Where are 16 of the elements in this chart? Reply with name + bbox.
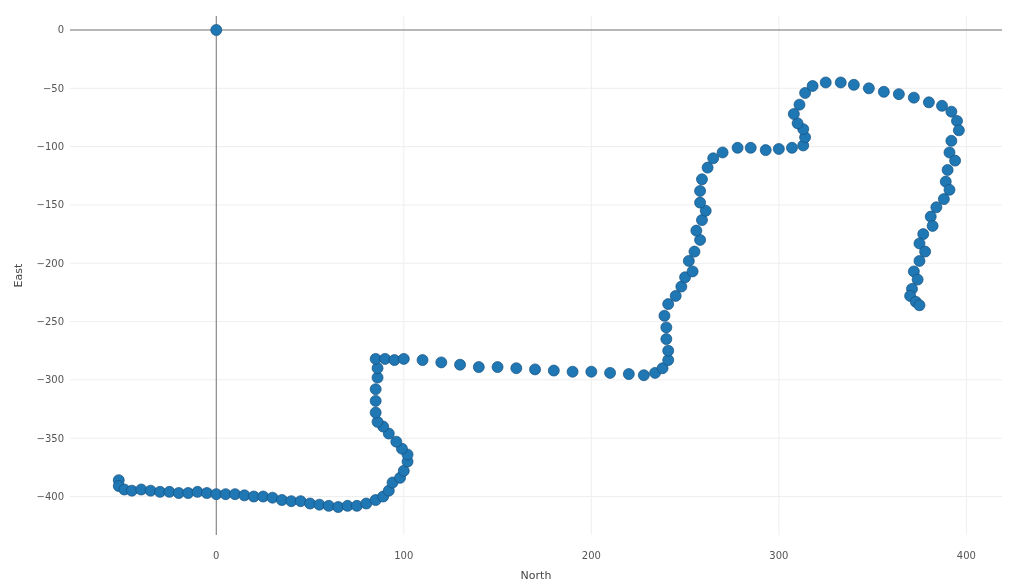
y-tick-label: −150 <box>36 199 64 211</box>
y-tick-label: −50 <box>42 82 64 94</box>
y-tick-label: 0 <box>57 24 64 36</box>
x-tick-label: 0 <box>213 550 220 561</box>
y-axis-title: East <box>12 262 25 288</box>
y-tick-label: −350 <box>36 432 64 444</box>
x-tick-label: 300 <box>769 550 789 561</box>
y-tick-label: −300 <box>36 374 64 386</box>
x-tick-label: 200 <box>581 550 601 561</box>
y-tick-label: −100 <box>36 141 64 153</box>
y-tick-label: −200 <box>36 257 64 269</box>
y-tick-label: −400 <box>36 491 64 503</box>
x-tick-label: 100 <box>394 550 414 561</box>
y-tick-label: −250 <box>36 316 64 328</box>
x-axis-title: North <box>520 569 552 582</box>
x-tick-label: 400 <box>956 550 976 561</box>
